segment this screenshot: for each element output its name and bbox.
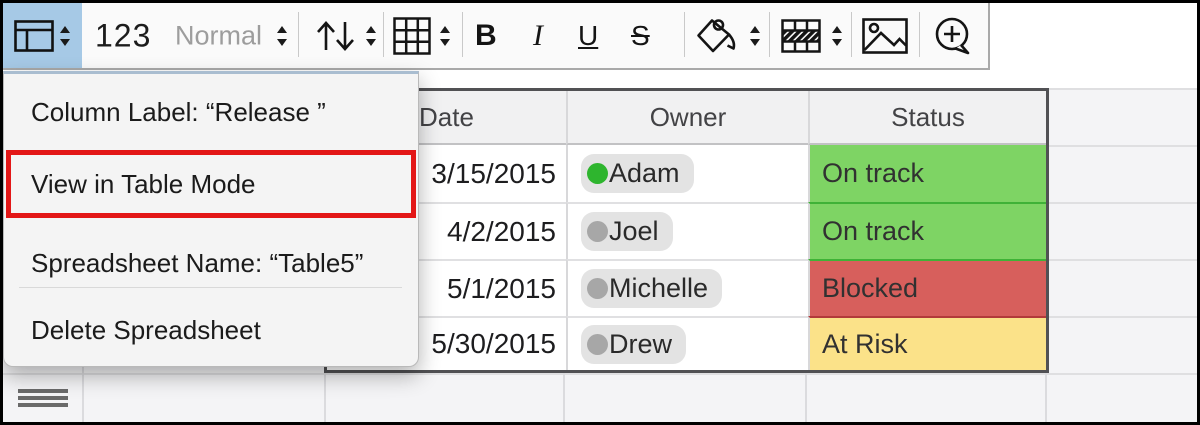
owner-name: Drew xyxy=(609,328,673,359)
context-menu: Column Label: “Release ” View in Table M… xyxy=(3,71,419,367)
cell-style-value[interactable]: Normal xyxy=(175,20,263,50)
owner-dot xyxy=(587,163,608,184)
toolbar-separator xyxy=(851,12,852,57)
data-table: Date Owner Status 3/15/2015 Adam On trac… xyxy=(324,88,1049,373)
owner-name: Adam xyxy=(609,158,680,188)
toolbar-separator xyxy=(769,12,770,57)
banded-table-icon xyxy=(781,18,821,53)
header-label: Status xyxy=(891,101,965,132)
dropdown-arrows-icon xyxy=(277,25,287,46)
menu-item-column-label[interactable]: Column Label: “Release ” xyxy=(4,86,418,138)
sort-arrows-icon xyxy=(317,20,354,51)
status-cell[interactable]: Blocked xyxy=(808,259,1046,316)
column-header-status[interactable]: Status xyxy=(808,91,1046,145)
row-banding-select[interactable] xyxy=(831,25,843,47)
number-format-label[interactable]: 123 xyxy=(95,17,152,53)
toolbar-separator xyxy=(919,12,920,57)
zoom-comment-button[interactable] xyxy=(930,16,976,56)
owner-cell[interactable]: Joel xyxy=(566,202,808,259)
drag-handle[interactable] xyxy=(18,389,68,410)
toolbar-separator xyxy=(462,12,463,57)
column-header-owner[interactable]: Owner xyxy=(566,91,808,145)
menu-item-label: Spreadsheet Name: “Table5” xyxy=(31,247,364,278)
table-mode-icon xyxy=(14,19,54,52)
grid-borders-icon xyxy=(393,16,431,55)
format-toolbar: 123 Normal xyxy=(3,3,990,70)
insert-image-button[interactable] xyxy=(862,17,908,54)
magnifier-bubble-icon xyxy=(935,17,970,54)
status-value: On track xyxy=(822,158,925,188)
drag-handle-line xyxy=(18,396,68,400)
fill-bucket-icon xyxy=(697,18,736,52)
menu-divider xyxy=(19,287,402,288)
dropdown-arrows-icon xyxy=(60,25,70,46)
underline-button[interactable]: U xyxy=(578,19,599,51)
status-value: Blocked xyxy=(822,273,919,303)
date-value: 5/1/2015 xyxy=(447,272,556,304)
owner-dot xyxy=(587,333,608,355)
date-value: 3/15/2015 xyxy=(431,157,556,189)
cell-style-select[interactable] xyxy=(276,25,288,47)
sort-button[interactable] xyxy=(314,19,358,53)
strikethrough-button[interactable]: S xyxy=(631,19,650,51)
cell-borders-button[interactable] xyxy=(393,16,431,55)
image-icon xyxy=(862,17,908,54)
dropdown-arrows-icon xyxy=(832,25,842,46)
row-banding-button[interactable] xyxy=(781,18,821,53)
owner-pill[interactable]: Adam xyxy=(581,154,694,193)
dropdown-arrows-icon xyxy=(440,25,450,46)
menu-item-label: Delete Spreadsheet xyxy=(31,314,261,345)
toolbar-separator xyxy=(383,12,384,57)
date-value: 5/30/2015 xyxy=(431,328,556,359)
header-label: Date xyxy=(419,101,474,132)
italic-button[interactable]: I xyxy=(533,18,543,52)
sort-options-select[interactable] xyxy=(365,25,377,47)
menu-item-label: Column Label: “Release ” xyxy=(31,96,326,127)
fill-color-select[interactable] xyxy=(749,25,761,47)
drag-handle-line xyxy=(18,403,68,407)
cell-borders-select[interactable] xyxy=(439,25,451,47)
owner-pill[interactable]: Michelle xyxy=(581,269,723,308)
toolbar-separator xyxy=(298,12,299,57)
owner-dot xyxy=(587,221,608,242)
header-label: Owner xyxy=(649,101,727,132)
owner-pill[interactable]: Joel xyxy=(581,212,673,251)
table-mode-button[interactable] xyxy=(3,3,82,68)
fill-color-button[interactable] xyxy=(696,17,738,55)
status-value: At Risk xyxy=(822,328,908,359)
dropdown-arrows-icon xyxy=(366,25,376,46)
status-value: On track xyxy=(822,216,925,246)
owner-name: Joel xyxy=(609,216,659,246)
status-cell[interactable]: At Risk xyxy=(808,316,1046,370)
status-cell[interactable]: On track xyxy=(808,202,1046,259)
menu-item-view-table-mode[interactable]: View in Table Mode xyxy=(6,150,416,218)
menu-item-label: View in Table Mode xyxy=(31,168,256,199)
owner-cell[interactable]: Adam xyxy=(566,145,808,202)
date-value: 4/2/2015 xyxy=(447,215,556,247)
menu-item-delete-spreadsheet[interactable]: Delete Spreadsheet xyxy=(4,304,418,356)
dropdown-arrows-icon xyxy=(750,25,760,46)
owner-cell[interactable]: Drew xyxy=(566,316,808,370)
owner-dot xyxy=(587,278,608,299)
status-cell[interactable]: On track xyxy=(808,145,1046,202)
owner-cell[interactable]: Michelle xyxy=(566,259,808,316)
toolbar-separator xyxy=(684,12,685,57)
bold-button[interactable]: B xyxy=(475,18,497,52)
menu-item-spreadsheet-name[interactable]: Spreadsheet Name: “Table5” xyxy=(4,237,418,289)
owner-pill[interactable]: Drew xyxy=(581,324,687,364)
owner-name: Michelle xyxy=(609,273,709,303)
drag-handle-line xyxy=(18,389,68,393)
